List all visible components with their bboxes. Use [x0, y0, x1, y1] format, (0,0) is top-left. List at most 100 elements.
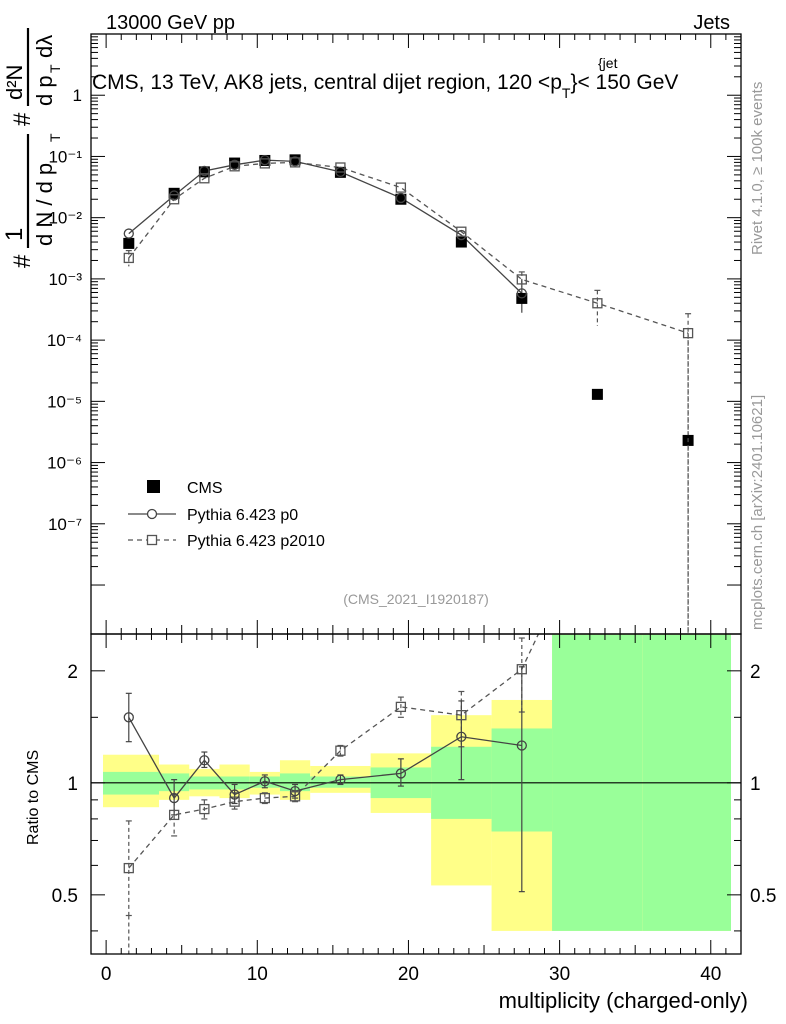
plot-title-sub: T: [562, 85, 571, 101]
main-p0-point-7: [395, 192, 407, 204]
main-p0-point-0: [123, 228, 134, 239]
y-label-dn: d N / d p: [32, 163, 57, 246]
y-tick-label-ratio-left-1: 1: [67, 774, 78, 795]
y-label-d2n: d²N: [2, 65, 27, 100]
ratio-p0-point-0: [123, 712, 134, 723]
main-p2010-point-11: [682, 327, 694, 339]
y-label-dl: dλ: [32, 35, 57, 58]
ratio-p2010-point-7: [395, 701, 407, 713]
x-tick-label-30: 30: [549, 964, 570, 985]
legend-cms-label: CMS: [187, 480, 223, 497]
main-cms-point-0: [123, 237, 135, 249]
ratio-p0-point-3: [229, 789, 240, 800]
y-label-dn-sub: T: [47, 133, 63, 142]
ratio-p0-point-4: [259, 776, 270, 787]
main-cms-point-3: [229, 157, 241, 169]
ratio-p2010-point-9: [516, 664, 527, 675]
y-tick-label-main-6: 10⁻⁶: [47, 454, 82, 473]
rivet-label: Rivet 4.1.0, ≥ 100k events: [749, 82, 766, 255]
analysis-id: (CMS_2021_I1920187): [343, 591, 489, 607]
y-axis-label-top: # 1 d N / d p T # d²N d p T dλ: [1, 28, 63, 268]
ratio-p2010-point-3: [229, 796, 240, 807]
ratio-p0-point-9: [516, 740, 527, 751]
main-p2010-point-0: [123, 252, 134, 264]
y-tick-label-ratio-left-0.5: 0.5: [52, 886, 78, 907]
main-p2010-line: [128, 161, 689, 334]
ratio-p2010-point-1: [168, 809, 180, 821]
y-label-hash1: #: [9, 254, 36, 268]
main-cms-point-4: [259, 154, 271, 166]
legend-p2010-label: Pythia 6.423 p2010: [187, 533, 325, 550]
legend-p2010-marker: [146, 534, 158, 546]
main-p2010-point-10: [592, 298, 603, 309]
plot-title-end: }< 150 GeV: [570, 71, 678, 94]
legend-p0-marker: [146, 508, 158, 520]
ratio-p2010-point-0: [123, 862, 134, 874]
main-p2010-point-3: [229, 161, 240, 172]
x-tick-label-20: 20: [398, 964, 419, 985]
ratio-p2010-point-4: [259, 792, 270, 804]
main-p2010-point-5: [289, 157, 301, 168]
axes: 0 10 20 30 40 1 10⁻¹ 10⁻² 10⁻³ 10⁻⁴ 10⁻⁵ 10⁻⁶ 10⁻⁷ 0.…: [47, 34, 776, 985]
y-label-dpt: d p: [32, 75, 57, 106]
main-cms-point-1: [168, 187, 180, 199]
y-label-dpt-sub: T: [47, 64, 63, 73]
y-label-hash2: #: [9, 112, 36, 126]
main-p2010-point-2: [199, 173, 210, 184]
y-axis-label-ratio: Ratio to CMS: [25, 750, 42, 845]
main-panel: [123, 154, 694, 634]
main-cms-point-5: [289, 154, 301, 166]
ratio-p2010-point-5: [289, 791, 301, 802]
x-tick-label-0: 0: [101, 964, 112, 985]
ratio-p0-point-6: [335, 774, 346, 785]
legend-cms-marker: [147, 480, 160, 493]
main-p0-point-9: [516, 288, 527, 299]
y-tick-label-ratio-right-1: 1: [750, 774, 761, 795]
y-tick-label-ratio-right-2: 2: [750, 662, 761, 683]
main-p2010-point-7: [395, 182, 407, 193]
main-cms-point-7: [395, 193, 407, 205]
y-tick-label-main-0: 1: [73, 86, 82, 105]
ratio-p0-point-7: [395, 768, 407, 779]
x-tick-label-10: 10: [247, 964, 268, 985]
header-right: Jets: [693, 12, 730, 34]
plot-title-main: CMS, 13 TeV, AK8 jets, central dijet reg…: [92, 71, 562, 94]
header-left: 13000 GeV pp: [106, 12, 235, 34]
legend: CMS Pythia 6.423 p0 Pythia 6.423 p2010: [128, 480, 325, 550]
ratio-frame: [90, 633, 742, 955]
plot-title-sup: {jet: [598, 55, 618, 71]
ratio-p2010-point-8: [456, 710, 467, 721]
y-tick-label-main-2: 10⁻²: [48, 209, 82, 228]
ratio-p0-point-5: [289, 785, 301, 797]
y-tick-label-main-3: 10⁻³: [48, 270, 82, 289]
main-p2010-point-1: [168, 194, 180, 205]
main-cms-point-8: [455, 236, 467, 248]
main-cms-point-2: [198, 166, 210, 178]
y-tick-label-main-7: 10⁻⁷: [48, 515, 82, 534]
ratio-panel: [91, 633, 741, 954]
main-p2010-point-6: [335, 162, 346, 173]
y-label-one: 1: [1, 228, 28, 241]
ratio-p0-point-1: [168, 792, 180, 804]
x-axis-label: multiplicity (charged-only): [499, 988, 748, 1013]
y-tick-label-ratio-right-0.5: 0.5: [750, 886, 776, 907]
main-p0-line: [128, 159, 523, 294]
y-tick-label-main-5: 10⁻⁵: [47, 392, 82, 411]
main-p0-point-2: [199, 165, 210, 177]
plot-title: CMS, 13 TeV, AK8 jets, central dijet reg…: [92, 71, 678, 101]
legend-p0-label: Pythia 6.423 p0: [187, 507, 298, 524]
ratio-p0-point-2: [199, 755, 210, 766]
main-cms-point-10: [591, 388, 603, 400]
ratio-p0-point-8: [456, 731, 467, 742]
mcplots-label: mcplots.cern.ch [arXiv:2401.10621]: [749, 395, 766, 630]
y-tick-label-main-4: 10⁻⁴: [47, 331, 82, 350]
ratio-p0-line: [128, 716, 522, 800]
main-p2010-point-8: [456, 226, 467, 237]
ratio-p2010-point-2: [199, 803, 210, 815]
ratio-p2010-point-6: [335, 745, 346, 756]
x-tick-label-40: 40: [700, 964, 721, 985]
y-tick-label-main-1: 10⁻¹: [48, 147, 82, 166]
main-p2010-point-4: [259, 158, 270, 169]
main-p2010-point-9: [516, 274, 527, 285]
